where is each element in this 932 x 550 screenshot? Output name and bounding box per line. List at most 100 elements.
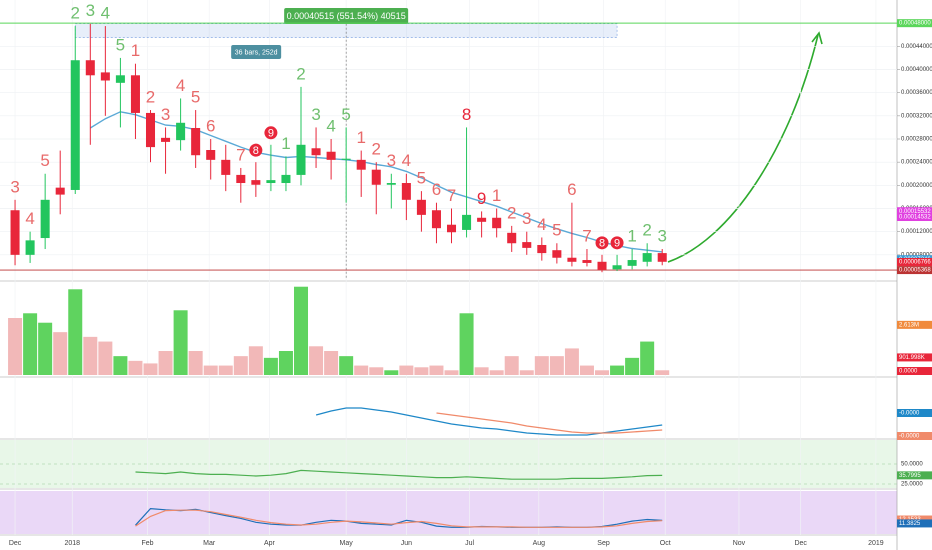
volume-bar xyxy=(188,351,203,375)
candle-body xyxy=(582,260,592,263)
candle-body xyxy=(130,75,140,113)
candle-body xyxy=(326,151,336,160)
macd-tag xyxy=(897,409,932,417)
volume-bar xyxy=(640,341,655,375)
x-tick-label: Mar xyxy=(203,540,216,547)
td-label: 1 xyxy=(492,186,501,205)
y-tick-label: 0.00020000 xyxy=(901,183,932,189)
forecast-arrow-head xyxy=(811,31,823,45)
volume-bar xyxy=(625,357,640,375)
td-label: 5 xyxy=(116,35,125,54)
macd-tag-label: -0.0000 xyxy=(899,411,920,417)
volume-bar xyxy=(8,318,23,375)
candle-body xyxy=(356,159,366,170)
volume-bar xyxy=(579,365,594,375)
td-label: 9 xyxy=(268,128,274,140)
td-label: 3 xyxy=(522,209,531,228)
price-tag xyxy=(897,213,932,222)
td-label: 1 xyxy=(356,128,365,147)
td-label: 6 xyxy=(567,180,576,199)
volume-bar xyxy=(309,346,324,375)
x-tick-label: 2019 xyxy=(868,540,884,547)
candle-body xyxy=(40,199,50,239)
price-tag-label: 0.00006766 xyxy=(899,260,931,266)
volume-bar xyxy=(324,351,339,375)
candle-body xyxy=(567,257,577,262)
td-label: 4 xyxy=(537,215,546,234)
rsi-tick-label: 25.0000 xyxy=(901,482,923,488)
volume-bar xyxy=(414,367,429,375)
stoch-tag-label: 11.3825 xyxy=(899,521,921,527)
volume-bar xyxy=(399,365,414,375)
stoch-line xyxy=(135,509,663,528)
x-tick-label: Apr xyxy=(264,540,276,547)
volume-tag xyxy=(897,367,932,375)
td-label: 3 xyxy=(387,151,396,170)
y-tick-label: 0.00024000 xyxy=(901,160,932,166)
volume-bar xyxy=(113,356,128,375)
td-label: 1 xyxy=(131,41,140,60)
candle-body xyxy=(236,174,246,184)
stoch-tag xyxy=(897,519,932,528)
volume-bar xyxy=(278,351,293,375)
candle-body xyxy=(341,158,351,160)
y-tick-label: 0.00040000 xyxy=(901,67,932,73)
price-tag xyxy=(897,266,932,275)
candle-body xyxy=(477,217,487,222)
td-label: 4 xyxy=(326,116,335,135)
candle-body xyxy=(537,244,547,254)
macd-tag-label: -0.0000 xyxy=(899,434,920,440)
price-tag-label: 0.00015532 xyxy=(899,209,931,215)
y-tick-label: 0.00032000 xyxy=(901,113,932,119)
volume-bar xyxy=(564,348,579,375)
td-label: 1 xyxy=(281,134,290,153)
td-label: 3 xyxy=(10,177,19,196)
volume-tag-label: 0.0000 xyxy=(899,369,918,375)
volume-bar xyxy=(23,313,38,375)
td-label: 2 xyxy=(296,64,305,83)
candle-body xyxy=(401,183,411,200)
td-label: 2 xyxy=(507,203,516,222)
price-tag xyxy=(897,19,932,28)
td-label: 3 xyxy=(657,227,666,246)
volume-bar xyxy=(429,365,444,375)
candle-body xyxy=(296,144,306,175)
volume-bar xyxy=(610,365,625,375)
td-label: 4 xyxy=(101,4,110,23)
candle-body xyxy=(612,265,622,270)
td-circle xyxy=(264,126,278,140)
candle-body xyxy=(522,242,532,248)
volume-bar xyxy=(248,346,263,375)
candle-body xyxy=(266,180,276,184)
candle-body xyxy=(221,159,231,175)
td-label: 7 xyxy=(582,227,591,246)
x-tick-label: Oct xyxy=(660,540,671,547)
x-tick-label: Dec xyxy=(9,540,22,547)
td-label: 8 xyxy=(253,145,259,157)
volume-bar xyxy=(53,332,68,375)
candle-body xyxy=(251,180,261,185)
volume-tag xyxy=(897,353,932,362)
volume-bar xyxy=(534,356,549,375)
td-label: 7 xyxy=(236,145,245,164)
td-label: 6 xyxy=(206,116,215,135)
td-label: 8 xyxy=(462,105,471,124)
volume-tag xyxy=(897,320,932,329)
candle-body xyxy=(552,250,562,258)
volume-bar xyxy=(444,370,459,375)
candle-body xyxy=(55,187,65,195)
candle-body xyxy=(627,260,637,266)
measure-bars-box xyxy=(231,45,282,59)
x-tick-label: Nov xyxy=(733,540,746,547)
td-label: 8 xyxy=(599,238,605,250)
price-tag-label: 0.00048000 xyxy=(899,21,931,27)
forecast-arrow xyxy=(667,34,819,263)
td-label: 5 xyxy=(417,169,426,188)
volume-bar xyxy=(98,341,113,375)
candle-body xyxy=(100,72,110,81)
x-tick-label: Aug xyxy=(533,540,546,547)
td-label: 2 xyxy=(642,221,651,240)
candle-body xyxy=(416,199,426,215)
